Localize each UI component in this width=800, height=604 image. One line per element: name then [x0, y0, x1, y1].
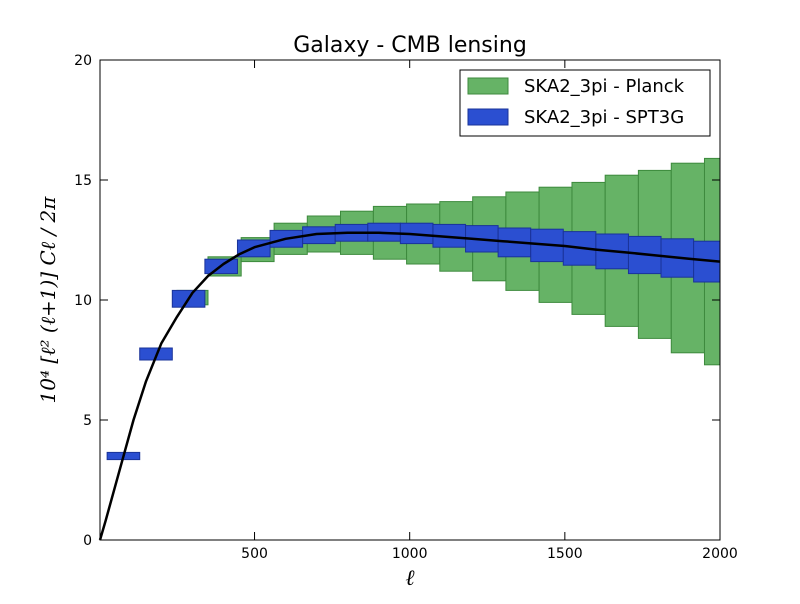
legend-label-planck: SKA2_3pi - Planck — [524, 76, 685, 97]
x-tick-label: 1000 — [392, 546, 428, 562]
theory-curve — [98, 231, 721, 541]
bars-layer — [106, 157, 721, 461]
y-axis-label: 10⁴ [ℓ² (ℓ+1)] Cℓ / 2π — [36, 196, 60, 404]
x-axis-label: ℓ — [405, 566, 415, 591]
y-tick-label: 15 — [74, 173, 92, 189]
y-tick-label: 5 — [83, 413, 92, 429]
ticks-layer: 500 1000 1500 2000 0 5 10 15 20 — [74, 53, 738, 562]
chart-title: Galaxy - CMB lensing — [293, 33, 527, 58]
y-tick-label: 20 — [74, 53, 92, 69]
y-tick-label: 10 — [74, 293, 92, 309]
curve-layer — [98, 231, 721, 541]
x-tick-label: 500 — [241, 546, 268, 562]
legend-swatch-spt3g — [467, 108, 509, 126]
y-tick-label: 0 — [83, 533, 92, 549]
legend-label-spt3g: SKA2_3pi - SPT3G — [524, 107, 684, 128]
x-tick-label: 1500 — [547, 546, 583, 562]
legend-swatch-planck — [467, 77, 509, 95]
x-tick-label: 2000 — [702, 546, 738, 562]
legend: SKA2_3pi - Planck SKA2_3pi - SPT3G — [459, 69, 711, 137]
